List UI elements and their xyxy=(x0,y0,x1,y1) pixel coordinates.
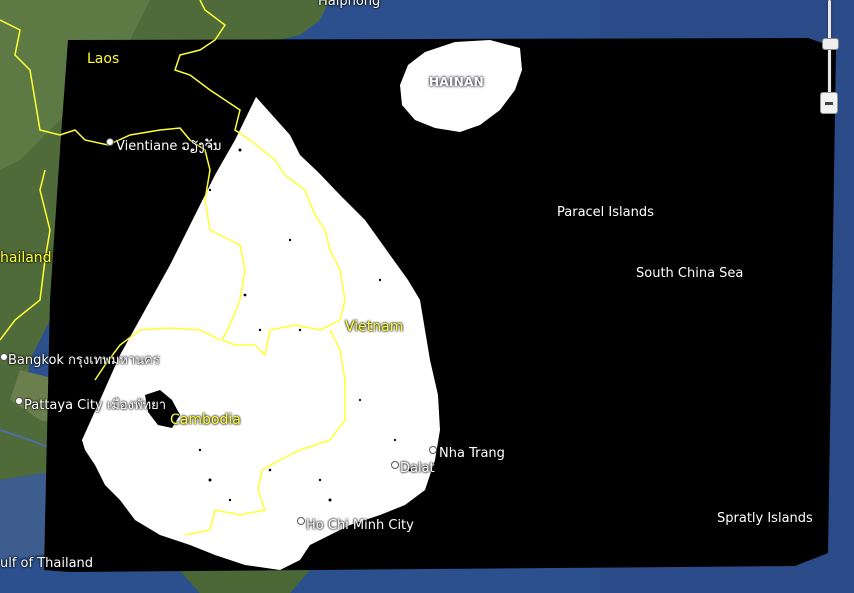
label-south-china-sea: South China Sea xyxy=(636,266,744,281)
label-spratly: Spratly Islands xyxy=(717,511,813,526)
city-dot-icon xyxy=(106,138,114,146)
label-laos: Laos xyxy=(87,51,120,67)
city-dot-icon xyxy=(429,446,437,454)
label-haiphong: Haiphong xyxy=(318,0,381,9)
label-hainan: HAINAN xyxy=(429,75,484,89)
label-thailand: hailand xyxy=(0,250,52,266)
zoom-slider-track[interactable] xyxy=(828,0,831,100)
mask-hainan xyxy=(400,40,522,132)
city-dot-icon xyxy=(297,517,305,525)
label-hcmc: Ho Chi Minh City xyxy=(306,518,414,533)
label-nha-trang: Nha Trang xyxy=(439,446,505,461)
label-bangkok: Bangkok กรุงเทพมหานคร xyxy=(8,353,160,368)
label-pattaya: Pattaya City เมืองพัทยา xyxy=(24,398,167,413)
country-borders xyxy=(0,0,346,536)
city-dot-icon xyxy=(391,461,399,469)
label-dalat: Dalat xyxy=(400,461,435,476)
label-vientiane: Vientiane ວຽງຈັນ xyxy=(116,139,222,154)
zoom-out-icon[interactable] xyxy=(820,92,838,114)
zoom-control[interactable] xyxy=(819,0,839,118)
mask-landmass xyxy=(82,97,440,570)
label-vietnam: Vietnam xyxy=(345,319,404,335)
label-gulf: ulf of Thailand xyxy=(0,556,94,571)
label-paracel: Paracel Islands xyxy=(557,205,654,220)
zoom-slider-icon[interactable] xyxy=(822,38,839,50)
tonle-sap xyxy=(145,390,180,428)
city-dot-icon xyxy=(0,353,8,361)
label-cambodia: Cambodia xyxy=(170,412,241,428)
city-dot-icon xyxy=(15,397,23,405)
